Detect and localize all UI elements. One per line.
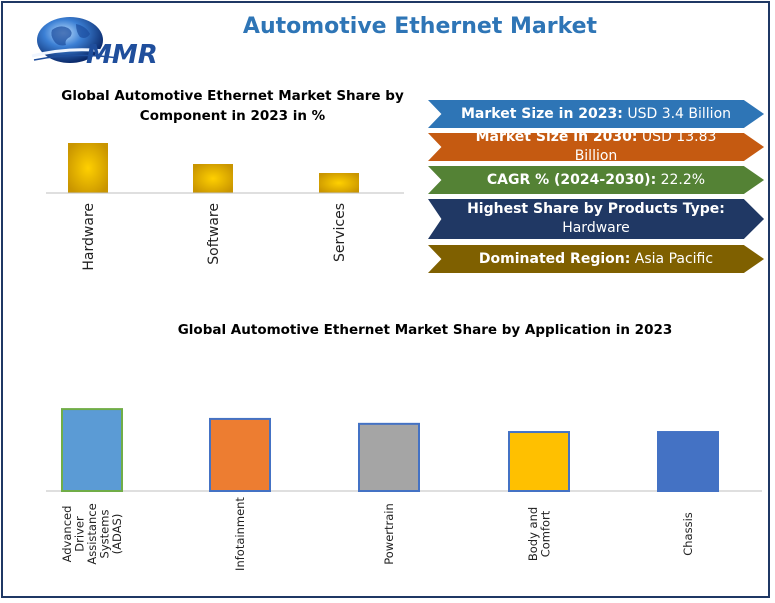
stat-value: 22.2% (656, 171, 706, 188)
application-tick-label: Driver (73, 516, 87, 552)
application-bar (508, 431, 570, 492)
page-title: Automotive Ethernet Market (242, 14, 598, 39)
application-tick-label: Systems (98, 510, 112, 559)
stat-box: Highest Share by Products Type: Hardware (428, 199, 764, 239)
component-bar (68, 143, 108, 193)
stat-value: Asia Pacific (630, 250, 714, 267)
application-tick-label: Comfort (538, 510, 552, 557)
stat-value: USD 13.83 Billion (574, 129, 717, 164)
application-bar (657, 431, 719, 492)
application-bar (209, 417, 271, 492)
stat-box: Market Size in 2023: USD 3.4 Billion (428, 100, 764, 128)
application-tick-label: Powertrain (382, 503, 396, 565)
component-tick-label: Software (206, 203, 222, 265)
application-tick-label: Assistance (85, 503, 99, 564)
application-tick-label: Chassis (681, 512, 695, 556)
stat-box: CAGR % (2024-2030): 22.2% (428, 166, 764, 194)
stat-box: Dominated Region: Asia Pacific (428, 245, 764, 273)
logo-text: MMR (86, 40, 158, 70)
stat-label: Market Size in 2030: (475, 129, 638, 145)
stat-box: Market Size in 2030: USD 13.83 Billion (428, 133, 764, 161)
application-tick-label: (ADAS) (110, 514, 124, 555)
component-bar (319, 173, 359, 193)
component-bar (193, 164, 233, 193)
stat-value: Hardware (562, 220, 630, 236)
stat-label: CAGR % (2024-2030): (486, 171, 657, 188)
application-tick-label: Body and (526, 507, 540, 561)
application-bar (61, 408, 123, 493)
application-tick-label: Infotainment (233, 497, 247, 571)
component-tick-label: Hardware (81, 203, 97, 271)
globe-icon (31, 17, 119, 63)
stat-label: Dominated Region: (478, 250, 631, 267)
stat-value: USD 3.4 Billion (622, 105, 732, 122)
component-tick-label: Services (332, 203, 348, 262)
stat-label: Highest Share by Products Type: (467, 201, 725, 217)
component-chart-title: Global Automotive Ethernet Market Share … (60, 86, 405, 126)
component-chart-title-line2: Component in 2023 in % (139, 108, 326, 124)
mmr-logo: MMR (30, 12, 160, 72)
application-tick-label: Advanced (60, 506, 74, 563)
application-bar (358, 422, 420, 493)
component-chart-title-line1: Global Automotive Ethernet Market Share … (61, 88, 404, 104)
application-chart-title: Global Automotive Ethernet Market Share … (177, 322, 673, 338)
stat-label: Market Size in 2023: (460, 105, 623, 122)
